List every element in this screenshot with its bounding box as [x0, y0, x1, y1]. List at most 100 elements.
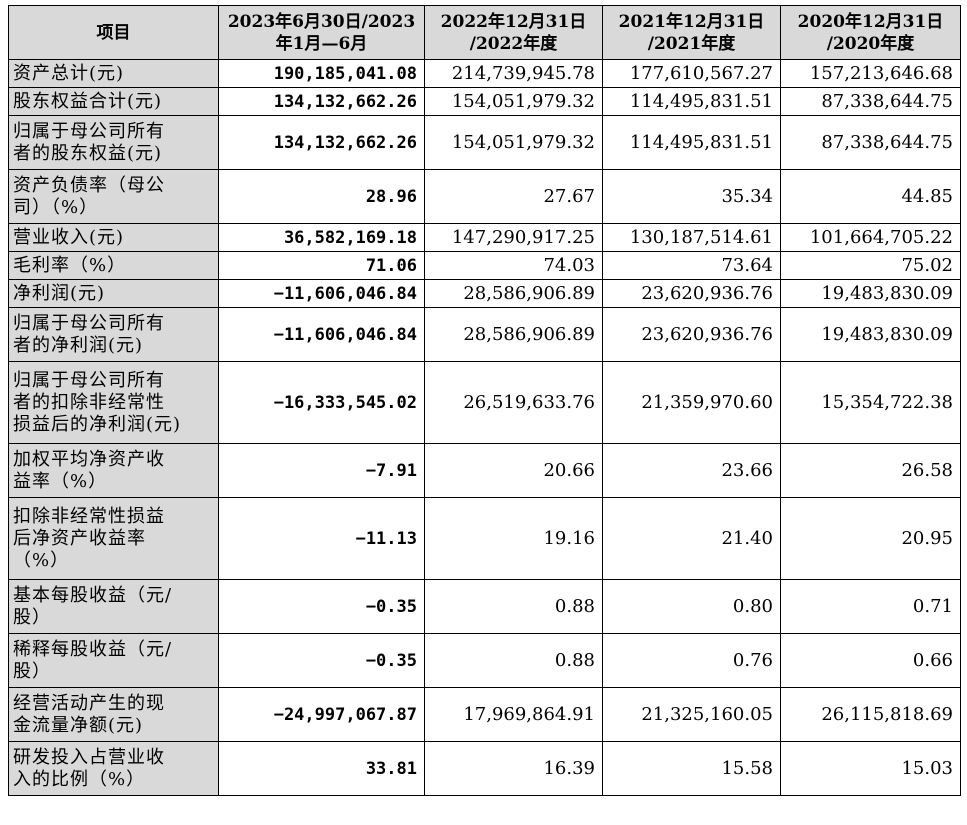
row-label: 股东权益合计(元): [8, 87, 219, 116]
row-label-line: 研发投入占营业收: [13, 746, 165, 768]
row-label: 基本每股收益（元/股）: [8, 579, 219, 634]
value-2021: 0.76: [602, 633, 781, 688]
row-label-line: 者的净利润(元): [13, 334, 144, 356]
value-2021: 21.40: [602, 497, 781, 580]
value-2022: 0.88: [424, 579, 603, 634]
value-2022: 147,290,917.25: [424, 223, 603, 252]
value-2020: 0.71: [780, 579, 961, 634]
row-label-line: 扣除非经常性损益: [13, 505, 165, 527]
header-2023h1-line1: 2023年6月30日/2023: [227, 11, 416, 32]
header-2020: 2020年12月31日 /2020年度: [780, 5, 961, 60]
header-2021: 2021年12月31日 /2021年度: [602, 5, 781, 60]
value-2022: 28,586,906.89: [424, 279, 603, 308]
row-label: 毛利率（%）: [8, 251, 219, 280]
value-2021: 23,620,936.76: [602, 279, 781, 308]
value-2020: 15,354,722.38: [780, 361, 961, 444]
header-2023h1: 2023年6月30日/2023 年1月—6月: [218, 5, 425, 60]
value-2020: 157,213,646.68: [780, 59, 961, 88]
row-label-line: 加权平均净资产收: [13, 448, 165, 470]
value-2020: 87,338,644.75: [780, 87, 961, 116]
row-label: 归属于母公司所有 者的股东权益(元): [8, 115, 219, 170]
value-2021: 35.34: [602, 169, 781, 224]
row-label-line: 股东权益合计(元): [13, 90, 163, 112]
row-label: 资产负债率（母公 司）（%）: [8, 169, 219, 224]
value-2020: 87,338,644.75: [780, 115, 961, 170]
table-row: 归属于母公司所有 者的净利润(元) −11,606,046.84 28,586,906…: [8, 307, 961, 362]
value-2020: 75.02: [780, 251, 961, 280]
table-row: 毛利率（%） 71.06 74.03 73.64 75.02: [8, 251, 961, 280]
row-label: 营业收入(元): [8, 223, 219, 252]
value-2020: 26.58: [780, 443, 961, 498]
value-2022: 154,051,979.32: [424, 87, 603, 116]
value-2023h1: −11.13: [218, 497, 425, 580]
header-2022-line2: /2022年度: [469, 33, 558, 54]
table-row: 资产总计(元) 190,185,041.08 214,739,945.78 177,6…: [8, 59, 961, 88]
table-row: 营业收入(元) 36,582,169.18 147,290,917.25 130,18…: [8, 223, 961, 252]
row-label-line: 入的比例（%）: [13, 768, 146, 790]
row-label-line: 司）（%）: [13, 196, 99, 218]
value-2023h1: 28.96: [218, 169, 425, 224]
row-label-line: 资产负债率（母公: [13, 174, 165, 196]
value-2021: 114,495,831.51: [602, 115, 781, 170]
value-2023h1: 36,582,169.18: [218, 223, 425, 252]
table-row: 股东权益合计(元) 134,132,662.26 154,051,979.32 114…: [8, 87, 961, 116]
value-2021: 23.66: [602, 443, 781, 498]
value-2023h1: −0.35: [218, 633, 425, 688]
table-body: 资产总计(元) 190,185,041.08 214,739,945.78 177,6…: [8, 59, 961, 796]
value-2023h1: −24,997,067.87: [218, 687, 425, 742]
value-2023h1: −11,606,046.84: [218, 279, 425, 308]
value-2022: 154,051,979.32: [424, 115, 603, 170]
value-2020: 15.03: [780, 741, 961, 796]
row-label-line: （%）: [13, 549, 70, 571]
value-2022: 214,739,945.78: [424, 59, 603, 88]
value-2020: 19,483,830.09: [780, 279, 961, 308]
row-label: 稀释每股收益（元/股）: [8, 633, 219, 688]
row-label: 资产总计(元): [8, 59, 219, 88]
value-2021: 177,610,567.27: [602, 59, 781, 88]
value-2022: 27.67: [424, 169, 603, 224]
value-2020: 19,483,830.09: [780, 307, 961, 362]
value-2022: 19.16: [424, 497, 603, 580]
value-2021: 130,187,514.61: [602, 223, 781, 252]
row-label: 研发投入占营业收 入的比例（%）: [8, 741, 219, 796]
row-label: 扣除非经常性损益 后净资产收益率 （%）: [8, 497, 219, 580]
row-label: 归属于母公司所有 者的净利润(元): [8, 307, 219, 362]
value-2021: 114,495,831.51: [602, 87, 781, 116]
table-row: 资产负债率（母公 司）（%） 28.96 27.67 35.34 44.85: [8, 169, 961, 224]
row-label-line: 净利润(元): [13, 282, 106, 304]
value-2020: 26,115,818.69: [780, 687, 961, 742]
header-2021-line1: 2021年12月31日: [618, 11, 765, 32]
value-2022: 26,519,633.76: [424, 361, 603, 444]
row-label: 加权平均净资产收 益率（%）: [8, 443, 219, 498]
value-2021: 73.64: [602, 251, 781, 280]
header-2021-line2: /2021年度: [647, 33, 736, 54]
value-2022: 20.66: [424, 443, 603, 498]
value-2023h1: −0.35: [218, 579, 425, 634]
value-2022: 0.88: [424, 633, 603, 688]
header-row: 项目 2023年6月30日/2023 年1月—6月 2022年12月31日 /2…: [8, 5, 961, 60]
value-2020: 44.85: [780, 169, 961, 224]
value-2023h1: −11,606,046.84: [218, 307, 425, 362]
header-2022: 2022年12月31日 /2022年度: [424, 5, 603, 60]
value-2020: 0.66: [780, 633, 961, 688]
value-2022: 17,969,864.91: [424, 687, 603, 742]
row-label-line: 毛利率（%）: [13, 254, 127, 276]
row-label-line: 归属于母公司所有: [13, 120, 165, 142]
value-2021: 0.80: [602, 579, 781, 634]
table-row: 研发投入占营业收 入的比例（%） 33.81 16.39 15.58 15.03: [8, 741, 961, 796]
row-label: 归属于母公司所有 者的扣除非经常性 损益后的净利润(元): [8, 361, 219, 444]
header-2020-line1: 2020年12月31日: [797, 11, 944, 32]
row-label-line: 资产总计(元): [13, 62, 125, 84]
header-item: 项目: [8, 5, 219, 60]
table-row: 稀释每股收益（元/股） −0.35 0.88 0.76 0.66: [8, 633, 961, 688]
row-label-line: 者的股东权益(元): [13, 142, 163, 164]
row-label: 净利润(元): [8, 279, 219, 308]
value-2022: 74.03: [424, 251, 603, 280]
table-row: 经营活动产生的现 金流量净额(元) −24,997,067.87 17,969,864…: [8, 687, 961, 742]
value-2023h1: 134,132,662.26: [218, 87, 425, 116]
header-2022-line1: 2022年12月31日: [440, 11, 587, 32]
row-label-line: 损益后的净利润(元): [13, 413, 182, 435]
row-label-line: 归属于母公司所有: [13, 369, 165, 391]
value-2021: 23,620,936.76: [602, 307, 781, 362]
value-2020: 20.95: [780, 497, 961, 580]
